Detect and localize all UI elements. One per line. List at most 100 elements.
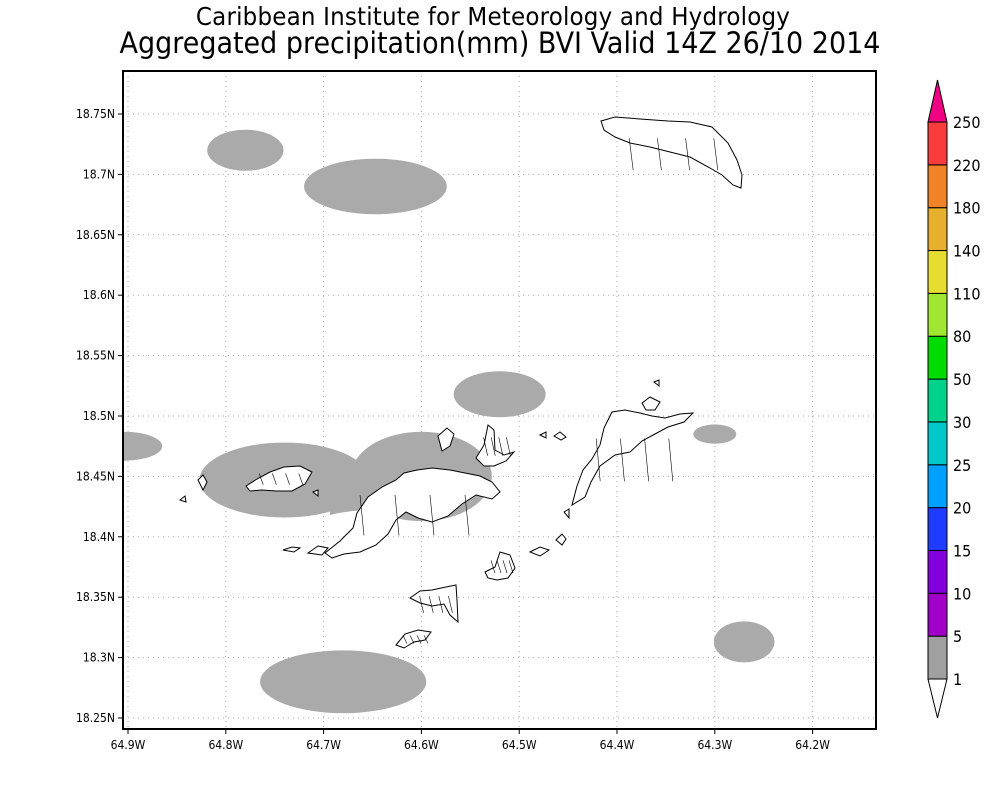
title-product: Aggregated precipitation(mm) BVI Valid 1… — [119, 26, 881, 60]
y-tick-label: 18.75N — [76, 107, 115, 121]
y-tick-label: 18.65N — [76, 228, 115, 242]
island-necker — [641, 396, 661, 411]
district-boundary — [402, 635, 408, 644]
colorbar-label: 10 — [953, 584, 971, 603]
x-tick-label: 64.9W — [111, 738, 146, 752]
island-small-5 — [312, 489, 319, 498]
district-boundary — [419, 596, 424, 613]
colorbar-label: 15 — [953, 541, 971, 560]
precip-area — [693, 424, 737, 444]
colorbar-arrow-top — [927, 79, 948, 123]
district-boundary — [490, 560, 496, 574]
colorbar-label: 5 — [953, 627, 962, 646]
district-boundary — [428, 596, 434, 613]
district-boundary — [668, 438, 674, 482]
y-tick-label: 18.45N — [76, 469, 115, 483]
y-tick-label: 18.25N — [76, 711, 115, 725]
district-boundary — [628, 138, 634, 171]
y-tick-label: 18.7N — [83, 167, 115, 181]
colorbar-segment — [927, 121, 948, 166]
precip-area — [207, 129, 284, 171]
district-boundary — [657, 138, 662, 171]
island-small-1 — [178, 495, 187, 503]
colorbar-segment — [927, 250, 948, 294]
district-boundary — [429, 494, 435, 536]
colorbar-segment — [927, 549, 948, 594]
district-boundary — [394, 494, 400, 536]
island-peter — [409, 584, 459, 624]
y-tick-label: 18.35N — [76, 590, 115, 604]
y-tick-label: 18.5N — [83, 409, 115, 423]
precip-area — [123, 431, 163, 461]
y-tick-label: 18.3N — [83, 651, 115, 665]
district-boundary — [490, 437, 496, 456]
district-boundary — [713, 138, 719, 171]
district-boundary — [416, 635, 422, 644]
island-little-thatch — [306, 545, 329, 556]
precip-area — [453, 371, 546, 418]
x-tick-label: 64.8W — [208, 738, 243, 752]
x-tick-label: 64.2W — [795, 738, 830, 752]
island-cooper — [484, 551, 516, 581]
colorbar-label: 110 — [953, 284, 980, 303]
colorbar-label: 30 — [953, 413, 971, 432]
island-guana — [437, 427, 455, 452]
x-tick-label: 64.3W — [697, 738, 732, 752]
island-small-3 — [538, 431, 547, 439]
island-anegada — [600, 116, 743, 189]
colorbar-label: 25 — [953, 456, 971, 475]
colorbar-label: 1 — [953, 670, 962, 689]
title-institute: Caribbean Institute for Meteorology and … — [195, 2, 791, 31]
island-beef — [475, 424, 516, 467]
x-tick-label: 64.7W — [306, 738, 341, 752]
district-boundary — [502, 560, 508, 574]
colorbar-segment — [927, 464, 948, 509]
colorbar-label: 140 — [953, 242, 980, 261]
colorbar-segment — [927, 207, 948, 252]
colorbar-arrow-bottom — [927, 678, 948, 719]
island-mosquito — [553, 431, 567, 441]
precip-area — [713, 621, 775, 663]
district-boundary — [496, 560, 502, 574]
island-small-2 — [653, 379, 660, 388]
y-tick-label: 18.4N — [83, 530, 115, 544]
district-boundary — [483, 437, 488, 456]
district-boundary — [258, 473, 264, 485]
district-boundary — [644, 438, 649, 482]
island-west-end — [282, 546, 302, 553]
district-boundary — [423, 635, 429, 644]
grid-lines — [123, 71, 876, 729]
x-tick-label: 64.4W — [600, 738, 635, 752]
axes: 64.9W 64.8W 64.7W 64.6W 64.5W 64.4W 64.3W 64.2W… — [76, 107, 830, 752]
colorbar-segment — [927, 592, 948, 637]
island-norman — [395, 629, 432, 649]
precip-area — [304, 158, 447, 215]
district-boundary — [620, 438, 625, 482]
district-boundary — [438, 596, 444, 613]
district-boundary — [508, 560, 514, 574]
island-jost-van-dyke — [245, 465, 313, 492]
district-boundary — [285, 473, 290, 485]
colorbar-segment — [927, 292, 948, 337]
x-tick-label: 64.6W — [404, 738, 439, 752]
colorbar-label: 180 — [953, 199, 980, 218]
district-boundary — [498, 437, 504, 456]
island-virgin-gorda — [571, 409, 695, 507]
island-tortola — [324, 467, 501, 559]
district-boundary — [685, 138, 690, 171]
district-boundary — [409, 635, 415, 644]
district-boundary — [272, 473, 277, 485]
island-sandy-cay — [197, 474, 208, 492]
map-frame — [122, 70, 877, 730]
colorbar-segment — [927, 378, 948, 423]
district-boundary — [298, 473, 304, 485]
colorbar-segment — [927, 164, 948, 209]
district-boundary — [506, 437, 511, 456]
colorbar-segment — [927, 421, 948, 466]
colorbar-label: 50 — [953, 370, 971, 389]
colorbar-label: 20 — [953, 499, 971, 518]
island-fallen-jerusalem — [555, 533, 567, 546]
colorbar-label: 220 — [953, 156, 980, 175]
